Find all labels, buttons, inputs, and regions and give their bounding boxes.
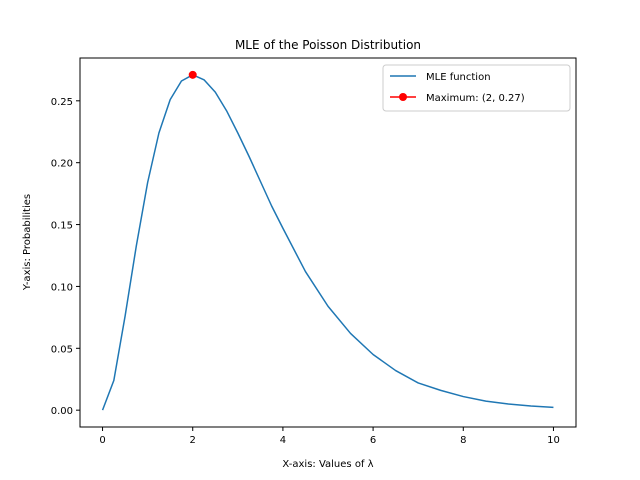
- chart-title: MLE of the Poisson Distribution: [235, 38, 421, 52]
- plot-frame: [79, 57, 577, 428]
- legend: MLE function Maximum: (2, 0.27): [382, 64, 571, 112]
- plot-area: [79, 57, 577, 428]
- y-axis-label: Y-axis: Probabilities: [22, 194, 33, 291]
- legend-marker-maximum: [399, 93, 407, 101]
- legend-label-maximum: Maximum: (2, 0.27): [426, 93, 525, 104]
- maximum-point: [188, 70, 197, 79]
- y-tick-label: 0.15: [51, 221, 73, 232]
- x-tick-label: 0: [99, 435, 105, 446]
- x-tick-label: 8: [460, 435, 466, 446]
- series-line-mle: [101, 74, 554, 411]
- x-tick-label: 10: [547, 435, 560, 446]
- y-tick-label: 0.20: [51, 159, 73, 170]
- legend-label-mle: MLE function: [426, 72, 491, 83]
- y-tick-label: 0.00: [51, 406, 73, 417]
- x-axis-ticks: 0 2 4 6 8 10: [99, 427, 560, 446]
- x-axis-label: X-axis: Values of λ: [282, 459, 373, 470]
- y-tick-label: 0.25: [51, 97, 73, 108]
- x-tick-label: 6: [370, 435, 376, 446]
- y-axis-ticks: 0.00 0.05 0.10 0.15 0.20 0.25: [51, 97, 80, 417]
- y-tick-label: 0.05: [51, 344, 73, 355]
- y-tick-label: 0.10: [51, 282, 73, 293]
- x-tick-label: 2: [190, 435, 196, 446]
- legend-box: [382, 64, 571, 112]
- x-tick-label: 4: [280, 435, 286, 446]
